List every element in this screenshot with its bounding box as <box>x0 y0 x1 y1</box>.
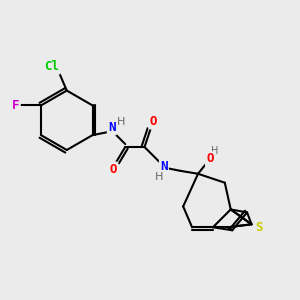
Text: O: O <box>206 152 214 165</box>
Text: O: O <box>110 163 117 176</box>
Text: F: F <box>12 99 20 112</box>
Text: Cl: Cl <box>44 60 59 73</box>
Text: O: O <box>150 115 157 128</box>
Text: N: N <box>108 121 116 134</box>
Text: H: H <box>117 117 125 127</box>
Text: S: S <box>255 221 263 234</box>
Text: H: H <box>155 172 164 182</box>
Text: N: N <box>160 160 168 173</box>
Text: H: H <box>211 146 218 157</box>
